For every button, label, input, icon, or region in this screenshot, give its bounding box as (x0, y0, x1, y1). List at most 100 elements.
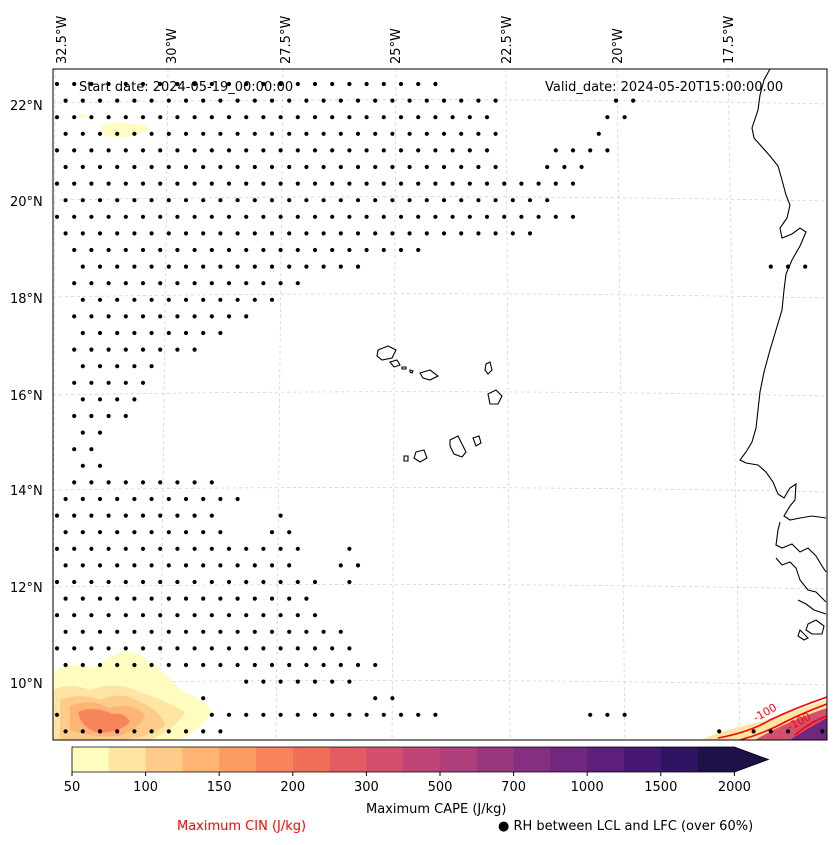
rh-dot (278, 613, 283, 618)
rh-dot (424, 98, 429, 103)
rh-dot (287, 164, 292, 170)
rh-dot (166, 264, 171, 269)
rh-dot (89, 613, 94, 618)
rh-dot (209, 314, 214, 319)
rh-dot (106, 613, 111, 618)
colorbar-bin (72, 747, 110, 772)
rh-dot (605, 712, 610, 717)
rh-dot (330, 148, 335, 153)
rh-dot (140, 148, 146, 153)
rh-dot (433, 81, 438, 87)
rh-dot (123, 546, 128, 551)
rh-dot (209, 214, 214, 219)
rh-dot (54, 579, 60, 585)
rh-dot (149, 729, 154, 734)
rh-dot (278, 679, 283, 684)
rh-dot (459, 131, 464, 136)
rh-dot (149, 530, 154, 535)
rh-dot (278, 148, 283, 153)
rh-dot (209, 181, 214, 186)
rh-dot (364, 181, 369, 186)
rh-dot (149, 364, 154, 369)
rh-dot (441, 98, 447, 103)
lon-label: 17.5°W (722, 16, 737, 64)
rh-dot (89, 447, 94, 452)
rh-dot (106, 480, 111, 485)
rh-dot (175, 579, 180, 585)
rh-dot (295, 712, 300, 717)
rh-dot (106, 546, 111, 551)
rh-dot (269, 563, 275, 568)
rh-dot (330, 712, 335, 717)
rh-dot (123, 380, 128, 385)
rh-dot (175, 247, 180, 253)
rh-dot (115, 164, 120, 170)
rh-dot (97, 496, 103, 502)
rh-dot (72, 447, 77, 452)
rh-dot (192, 513, 197, 518)
rh-dot (252, 662, 257, 668)
rh-dot (132, 164, 137, 170)
rh-dot (244, 181, 249, 186)
rh-dot (605, 115, 610, 120)
rh-dot (80, 662, 85, 668)
rh-dot (261, 679, 266, 684)
rh-dot (80, 563, 85, 568)
rh-dot (381, 115, 386, 120)
rh-dot (261, 646, 266, 651)
rh-dot (158, 347, 163, 352)
rh-dot (166, 530, 171, 535)
rh-dot (287, 198, 292, 203)
rh-dot (218, 231, 223, 236)
rh-dot (106, 646, 111, 651)
rh-dot (80, 629, 85, 634)
rh-dot (295, 546, 300, 551)
rh-dot (476, 231, 481, 236)
rh-dot (89, 214, 94, 219)
rh-dot (158, 181, 163, 186)
rh-dot (321, 164, 326, 170)
rh-dot (209, 480, 214, 485)
rh-dot (269, 662, 275, 668)
rh-dot (527, 198, 533, 203)
rh-dot (312, 712, 318, 717)
rh-dot (218, 164, 223, 170)
rh-dot (123, 247, 128, 253)
rh-dot (115, 596, 120, 601)
rh-dot (450, 214, 455, 219)
rh-dot (355, 231, 361, 236)
lon-label: 25°W (389, 28, 404, 64)
rh-dot (175, 314, 180, 319)
rh-dot (295, 148, 300, 153)
rh-dot (72, 314, 77, 319)
rh-dot (269, 264, 275, 269)
rh-dot (785, 729, 791, 734)
rh-dot (201, 496, 206, 502)
rh-dot (201, 198, 206, 203)
rh-dot (158, 613, 163, 618)
rh-dot (321, 131, 326, 136)
rh-dot (218, 297, 223, 302)
rh-dot (106, 214, 111, 219)
rh-dot (338, 98, 343, 103)
rh-dot (278, 181, 283, 186)
rh-dot (218, 530, 223, 535)
rh-dot (140, 513, 146, 518)
rh-dot (295, 281, 300, 286)
rh-dot (149, 596, 154, 601)
rh-dot (192, 148, 197, 153)
rh-dot (304, 198, 309, 203)
rh-dot (441, 164, 447, 170)
colorbar-extend-arrow (734, 747, 769, 772)
rh-dot (570, 148, 576, 153)
rh-dot (218, 98, 223, 103)
rh-dot (166, 629, 171, 634)
rh-dot (390, 231, 395, 236)
rh-dot (493, 164, 498, 170)
lon-label: 20°W (611, 28, 626, 64)
rh-dot (321, 264, 326, 269)
rh-dot (347, 115, 352, 120)
rh-dot (553, 181, 558, 186)
rh-dot (441, 231, 447, 236)
rh-dot (72, 480, 77, 485)
